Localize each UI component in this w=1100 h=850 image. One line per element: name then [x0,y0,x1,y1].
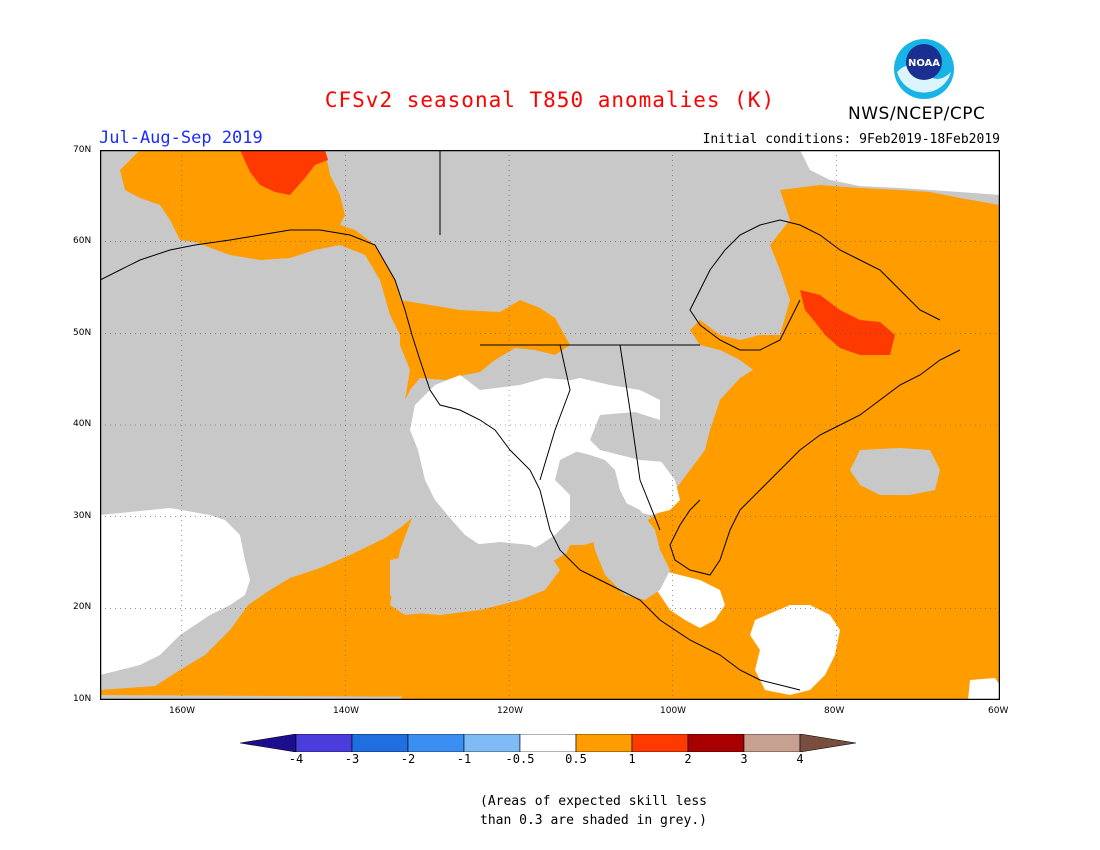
lat-tick: 30N [73,511,92,521]
colorbar-label: 4 [796,752,804,766]
season-label: Jul-Aug-Sep 2019 [99,128,263,148]
red-anomaly-alaska [240,150,328,195]
colorbar-cell [407,734,465,752]
colorbar-cell [295,734,353,752]
grey-patch-atlantic [850,448,940,495]
anomaly-map [100,150,1000,700]
lon-tick: 120W [497,706,524,716]
orange-pacific-northwest [400,300,570,400]
skill-note-line-2: than 0.3 are shaded in grey.) [480,813,707,828]
colorbar-label: -0.5 [505,752,535,766]
colorbar-label: -3 [344,752,360,766]
lat-tick: 40N [73,419,92,429]
skill-note: (Areas of expected skill less than 0.3 a… [480,792,707,830]
agency-label: NWS/NCEP/CPC [848,104,986,124]
lat-tick: 60N [73,236,92,246]
orange-eastern-na [690,185,1000,700]
lat-tick: 10N [73,694,92,704]
lon-tick: 160W [169,706,196,716]
grid-lines [100,150,1000,700]
lon-tick: 140W [333,706,360,716]
logo-text: NOAA [908,58,940,69]
colorbar-cell [687,734,745,752]
map-frame [100,150,1000,700]
red-anomaly-hudson [800,290,895,355]
colorbar-label: -1 [456,752,472,766]
white-arctic [800,150,1000,195]
lat-tick: 20N [73,602,92,612]
colorbar [240,734,857,752]
colorbar-cell [631,734,689,752]
grey-patch-mexico [590,495,670,600]
lat-tick: 50N [73,328,92,338]
colorbar-cell [519,734,577,752]
grey-patch-plains [590,412,675,462]
chart-title: CFSv2 seasonal T850 anomalies (K) [324,88,776,112]
grey-patch-pacific [390,542,560,615]
white-hawaii [100,508,250,675]
lon-tick: 60W [988,706,1009,716]
orange-alaska [120,150,410,335]
lon-tick: 80W [824,706,845,716]
orange-mexico [400,545,820,700]
colorbar-cell [743,734,801,752]
colorbar-cell [240,734,297,752]
colorbar-cell [463,734,521,752]
white-gulf [650,570,725,628]
white-bottom-right [968,678,1000,700]
noaa-logo: NOAA [894,39,954,99]
white-caribbean [750,605,840,695]
lon-tick: 100W [660,706,687,716]
colorbar-label: 0.5 [565,752,587,766]
colorbar-label: 3 [740,752,748,766]
coastlines [100,150,961,691]
lat-tick: 70N [73,145,92,155]
skill-note-line-1: (Areas of expected skill less [480,794,707,809]
colorbar-cell [351,734,409,752]
colorbar-label: 1 [628,752,636,766]
initial-conditions-label: Initial conditions: 9Feb2019-18Feb2019 [702,132,1000,147]
colorbar-label: -2 [400,752,416,766]
colorbar-cell [575,734,633,752]
colorbar-label: 2 [684,752,692,766]
colorbar-label: -4 [288,752,304,766]
colorbar-cell [799,734,857,752]
